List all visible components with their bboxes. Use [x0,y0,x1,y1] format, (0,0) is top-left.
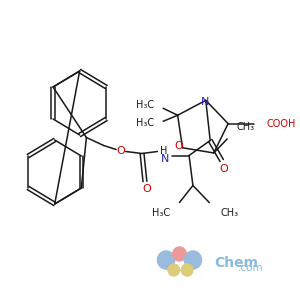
Text: O: O [219,164,228,173]
Text: O: O [117,146,125,155]
Circle shape [182,264,193,276]
Circle shape [173,247,186,261]
Text: H₃C: H₃C [136,118,154,128]
Text: N: N [201,97,209,107]
Text: CH₃: CH₃ [237,122,255,132]
Circle shape [184,251,202,269]
Text: H₃C: H₃C [152,208,170,218]
Text: COOH: COOH [266,118,296,129]
Text: H₃C: H₃C [136,100,154,110]
Circle shape [158,251,175,269]
Text: CH₃: CH₃ [221,208,239,218]
Text: O: O [142,184,151,194]
Text: O: O [174,141,183,151]
Text: Chem: Chem [214,256,258,270]
Text: H: H [160,146,168,155]
Text: .com: .com [238,263,264,273]
Text: N: N [161,154,169,164]
Circle shape [168,264,179,276]
